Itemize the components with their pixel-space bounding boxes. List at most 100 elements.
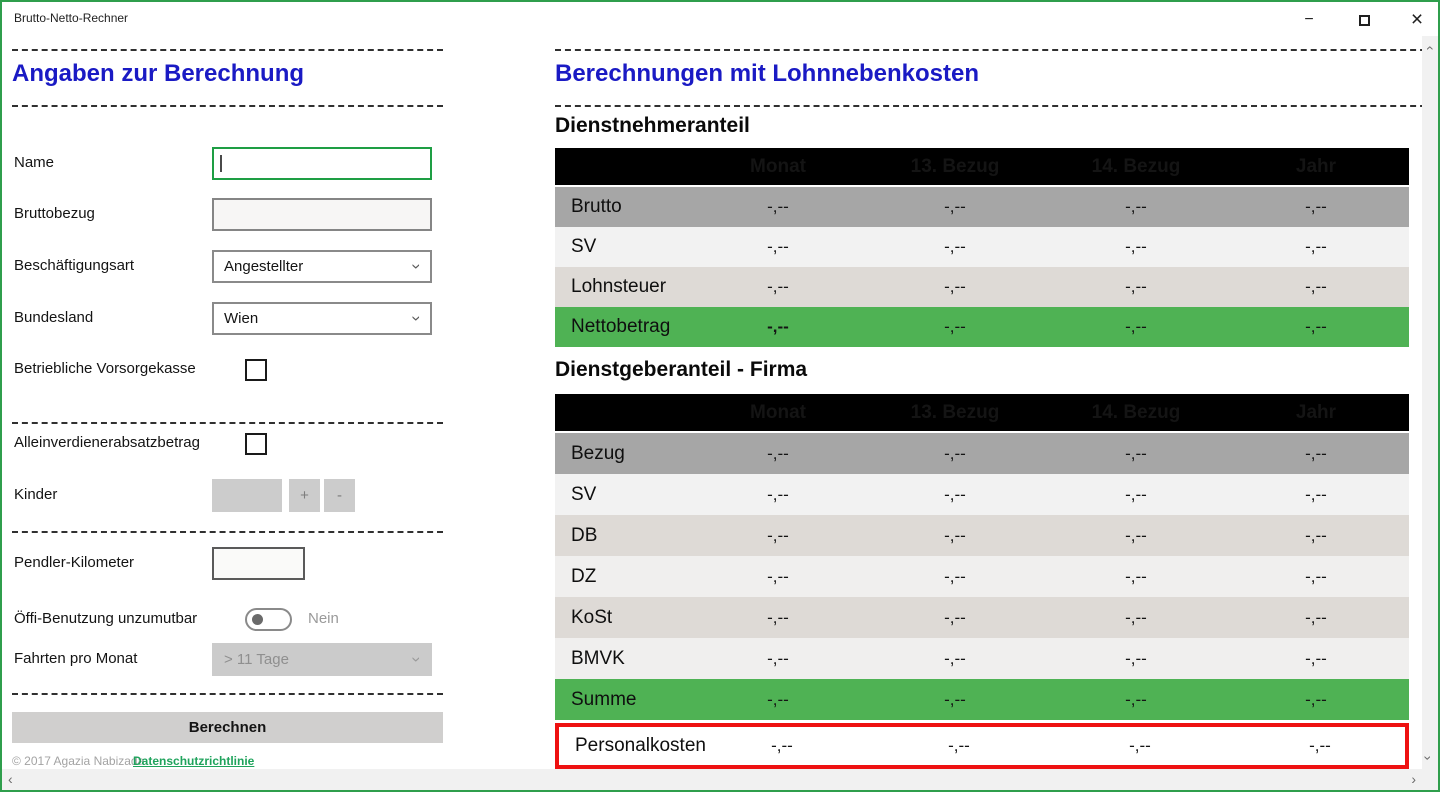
- value-jahr: -,--: [1305, 566, 1327, 586]
- bundesland-value: Wien: [224, 310, 259, 327]
- scroll-right-icon[interactable]: ›: [1411, 771, 1416, 787]
- value-14-bezug: -,--: [1129, 736, 1151, 755]
- employee-section-title: Dienstnehmeranteil: [555, 114, 750, 137]
- value-13-bezug: -,--: [944, 484, 966, 504]
- value-14-bezug: -,--: [1125, 237, 1147, 256]
- value-14-bezug: -,--: [1125, 443, 1147, 463]
- value-monat: -,--: [767, 689, 789, 709]
- window-title: Brutto-Netto-Rechner: [14, 11, 129, 25]
- value-13-bezug: -,--: [944, 607, 966, 627]
- value-13-bezug: -,--: [944, 237, 966, 256]
- value-14-bezug: -,--: [1125, 197, 1147, 216]
- value-jahr: -,--: [1305, 484, 1327, 504]
- kinder-plus-button[interactable]: +: [289, 479, 320, 512]
- divider: [12, 531, 443, 533]
- name-field-wrap: [212, 147, 432, 180]
- kinder-count-display: [212, 479, 282, 512]
- close-button[interactable]: ×: [1400, 6, 1434, 34]
- header-14-bezug: 14. Bezug: [1091, 155, 1181, 177]
- value-jahr: -,--: [1305, 443, 1327, 463]
- scroll-left-icon[interactable]: ‹: [8, 771, 13, 787]
- value-13-bezug: -,--: [944, 197, 966, 216]
- table-header-row: Monat 13. Bezug 14. Bezug Jahr: [555, 394, 1409, 431]
- oeffi-toggle[interactable]: [245, 608, 292, 631]
- oeffi-label: Öffi-Benutzung unzumutbar: [14, 610, 198, 627]
- value-monat: -,--: [767, 648, 789, 668]
- row-label: SV: [571, 483, 597, 505]
- alleinverdiener-checkbox[interactable]: [245, 433, 267, 455]
- vorsorgekasse-label: Betriebliche Vorsorgekasse: [14, 360, 196, 377]
- row-label: Brutto: [571, 196, 622, 217]
- beschaeftigungsart-value: Angestellter: [224, 258, 304, 275]
- divider: [12, 693, 443, 695]
- header-monat: Monat: [750, 401, 806, 423]
- divider: [12, 105, 443, 107]
- form-heading: Angaben zur Berechnung: [12, 60, 305, 87]
- header-13-bezug: 13. Bezug: [910, 155, 1000, 177]
- header-jahr: Jahr: [1295, 401, 1337, 423]
- fahrten-value: > 11 Tage: [224, 651, 289, 668]
- row-label: BMVK: [571, 647, 625, 669]
- horizontal-scrollbar[interactable]: ‹ ›: [2, 769, 1438, 790]
- header-jahr: Jahr: [1295, 155, 1337, 177]
- value-13-bezug: -,--: [944, 566, 966, 586]
- value-13-bezug: -,--: [944, 525, 966, 545]
- value-monat: -,--: [767, 237, 789, 256]
- vertical-scrollbar[interactable]: › ›: [1420, 36, 1438, 770]
- row-summe: Summe -,-- -,-- -,-- -,--: [555, 679, 1409, 720]
- row-brutto: Brutto -,-- -,-- -,-- -,--: [555, 187, 1409, 227]
- row-sv: SV -,-- -,-- -,-- -,--: [555, 474, 1409, 515]
- bundesland-select[interactable]: Wien ›: [212, 302, 432, 335]
- name-input[interactable]: [212, 147, 432, 180]
- value-13-bezug: -,--: [944, 443, 966, 463]
- scroll-down-icon[interactable]: ›: [1420, 755, 1437, 761]
- value-14-bezug: -,--: [1125, 484, 1147, 504]
- divider: [12, 422, 443, 424]
- value-jahr: -,--: [1305, 525, 1327, 545]
- chevron-down-icon: ›: [407, 263, 427, 270]
- table-header-row: Monat 13. Bezug 14. Bezug Jahr: [555, 148, 1409, 185]
- value-monat: -,--: [767, 525, 789, 545]
- beschaeftigungsart-select[interactable]: Angestellter ›: [212, 250, 432, 283]
- row-personalkosten: Personalkosten -,-- -,-- -,-- -,--: [559, 727, 1405, 765]
- pendler-field-wrap: [212, 547, 305, 580]
- row-label: Summe: [571, 688, 637, 710]
- beschaeftigungsart-label: Beschäftigungsart: [14, 257, 135, 274]
- scroll-up-icon[interactable]: ›: [1420, 45, 1437, 51]
- name-label: Name: [14, 154, 55, 171]
- privacy-link[interactable]: Datenschutzrichtlinie: [133, 754, 255, 768]
- copyright-text: © 2017 Agazia Nabizada: [12, 754, 145, 768]
- value-monat: -,--: [767, 443, 789, 463]
- header-monat: Monat: [750, 155, 806, 177]
- value-monat: -,--: [767, 566, 789, 586]
- header-14-bezug: 14. Bezug: [1091, 401, 1181, 423]
- row-sv: SV -,-- -,-- -,-- -,--: [555, 227, 1409, 267]
- vorsorgekasse-checkbox[interactable]: [245, 359, 267, 381]
- pendler-label: Pendler-Kilometer: [14, 554, 135, 571]
- fahrten-select: > 11 Tage ›: [212, 643, 432, 676]
- row-lohnsteuer: Lohnsteuer -,-- -,-- -,-- -,--: [555, 267, 1409, 307]
- minimize-button[interactable]: −: [1292, 6, 1326, 34]
- bruttobezug-label: Bruttobezug: [14, 205, 95, 222]
- maximize-button[interactable]: [1347, 6, 1381, 34]
- row-label: KoSt: [571, 606, 613, 628]
- value-14-bezug: -,--: [1125, 525, 1147, 545]
- pendler-input[interactable]: [212, 547, 305, 580]
- value-jahr: -,--: [1305, 197, 1327, 216]
- value-jahr: -,--: [1305, 648, 1327, 668]
- kinder-minus-button[interactable]: -: [324, 479, 355, 512]
- row-label: DZ: [571, 565, 597, 587]
- value-jahr: -,--: [1305, 237, 1327, 256]
- row-label: Nettobetrag: [571, 316, 671, 337]
- maximize-icon: [1358, 14, 1370, 26]
- toggle-knob: [252, 614, 263, 625]
- value-jahr: -,--: [1309, 736, 1331, 755]
- row-bezug: Bezug -,-- -,-- -,-- -,--: [555, 433, 1409, 474]
- row-label: DB: [571, 524, 598, 546]
- row-kost: KoSt -,-- -,-- -,-- -,--: [555, 597, 1409, 638]
- value-jahr: -,--: [1305, 317, 1327, 336]
- oeffi-state-label: Nein: [308, 610, 339, 627]
- bruttobezug-input[interactable]: [212, 198, 432, 231]
- employer-table: Monat 13. Bezug 14. Bezug Jahr Bezug -,-…: [555, 394, 1409, 769]
- berechnen-button[interactable]: Berechnen: [12, 712, 443, 743]
